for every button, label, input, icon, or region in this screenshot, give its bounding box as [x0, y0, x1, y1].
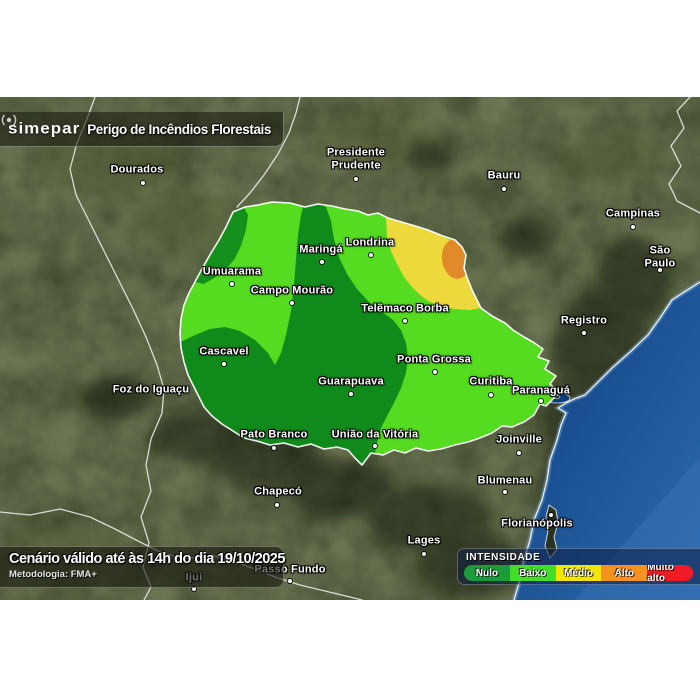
city-label: Maringá [299, 243, 343, 256]
city-layer: Dourados Presidente Prudente Bauru Campinas… [0, 97, 700, 600]
fire-danger-map: Dourados Presidente Prudente Bauru Campinas… [0, 97, 700, 600]
legend-box: INTENSIDADE Nulo Baixo Médio Alto Muito alto [457, 548, 700, 585]
city-dot [403, 319, 407, 323]
legend-chip-médio: Médio [555, 565, 602, 581]
city-label: Umuarama [202, 265, 262, 278]
city-label: Florianópolis [501, 517, 573, 530]
zone-nulo-nw [195, 206, 248, 284]
zone-nulo [180, 202, 408, 465]
footer-bar: Cenário válido até às 14h do dia 19/10/2… [0, 546, 285, 588]
city-dot [373, 444, 377, 448]
city-label: São Paulo [644, 244, 676, 269]
city-dot [489, 393, 493, 397]
city-dot [141, 181, 145, 185]
parana-state-outline [179, 201, 560, 466]
legend-chip-muito-alto: Muito alto [647, 565, 693, 581]
city-label: Lages [407, 534, 441, 547]
city-dot [369, 253, 373, 257]
city-label: Campinas [605, 207, 661, 220]
city-dot [422, 552, 426, 556]
city-label: Bauru [487, 169, 521, 182]
city-label: Cascavel [199, 345, 249, 358]
city-dot [549, 513, 553, 517]
city-dot [517, 451, 521, 455]
map-canvas [0, 97, 700, 600]
city-dot [433, 370, 437, 374]
city-dot [290, 301, 294, 305]
city-label: Londrina [345, 236, 395, 249]
legend-chip-baixo: Baixo [509, 565, 556, 581]
city-dot [320, 260, 324, 264]
city-label: Guarapuava [318, 375, 384, 388]
city-label: Telêmaco Borba [361, 302, 449, 315]
coastline [513, 281, 700, 600]
city-label: Campo Mourão [250, 284, 334, 297]
legend-chip-alto: Alto [601, 565, 648, 581]
ocean [514, 282, 700, 600]
city-dot [288, 579, 292, 583]
city-dot [503, 490, 507, 494]
city-label: Joinville [496, 433, 542, 446]
city-dot [272, 446, 276, 450]
legend-chip-nulo: Nulo [464, 565, 510, 581]
city-dot [192, 587, 196, 591]
city-dot [349, 392, 353, 396]
city-label: Paranaguá [511, 384, 571, 397]
city-label: Curitiba [469, 375, 513, 388]
city-dot [539, 399, 543, 403]
city-label: Registro [560, 314, 608, 327]
page-title: Perigo de Incêndios Florestais [87, 121, 272, 137]
legend-bar: Nulo Baixo Médio Alto Muito alto [464, 565, 693, 581]
simepar-logo: simepar [8, 119, 81, 138]
zone-medio [386, 216, 481, 310]
city-label: Dourados [110, 163, 164, 176]
parana-river-line [236, 97, 301, 208]
validity-text: Cenário válido até às 14h do dia 19/10/2… [9, 551, 285, 567]
city-dot [631, 225, 635, 229]
city-dot [658, 268, 662, 272]
header-bar: simepar Perigo de Incêndios Florestais [0, 112, 284, 147]
city-label: Blumenau [477, 474, 533, 487]
city-dot [502, 187, 506, 191]
city-label: Chapecó [254, 485, 302, 498]
city-dot [354, 177, 358, 181]
city-label: União da Vitória [331, 428, 419, 441]
city-dot [230, 282, 234, 286]
legend-title: INTENSIDADE [466, 552, 541, 563]
city-dot [582, 331, 586, 335]
city-label: Pato Branco [240, 428, 308, 441]
methodology-text: Metodologia: FMA+ [9, 569, 97, 580]
simepar-signal-icon [1, 114, 17, 126]
northeast-border-line [668, 97, 700, 214]
city-dot [222, 362, 226, 366]
city-dot [275, 503, 279, 507]
city-label: Foz do Iguaçu [112, 383, 190, 396]
city-label: Ponta Grossa [397, 353, 471, 366]
city-label: Presidente Prudente [326, 146, 386, 171]
west-border-line [69, 97, 165, 600]
